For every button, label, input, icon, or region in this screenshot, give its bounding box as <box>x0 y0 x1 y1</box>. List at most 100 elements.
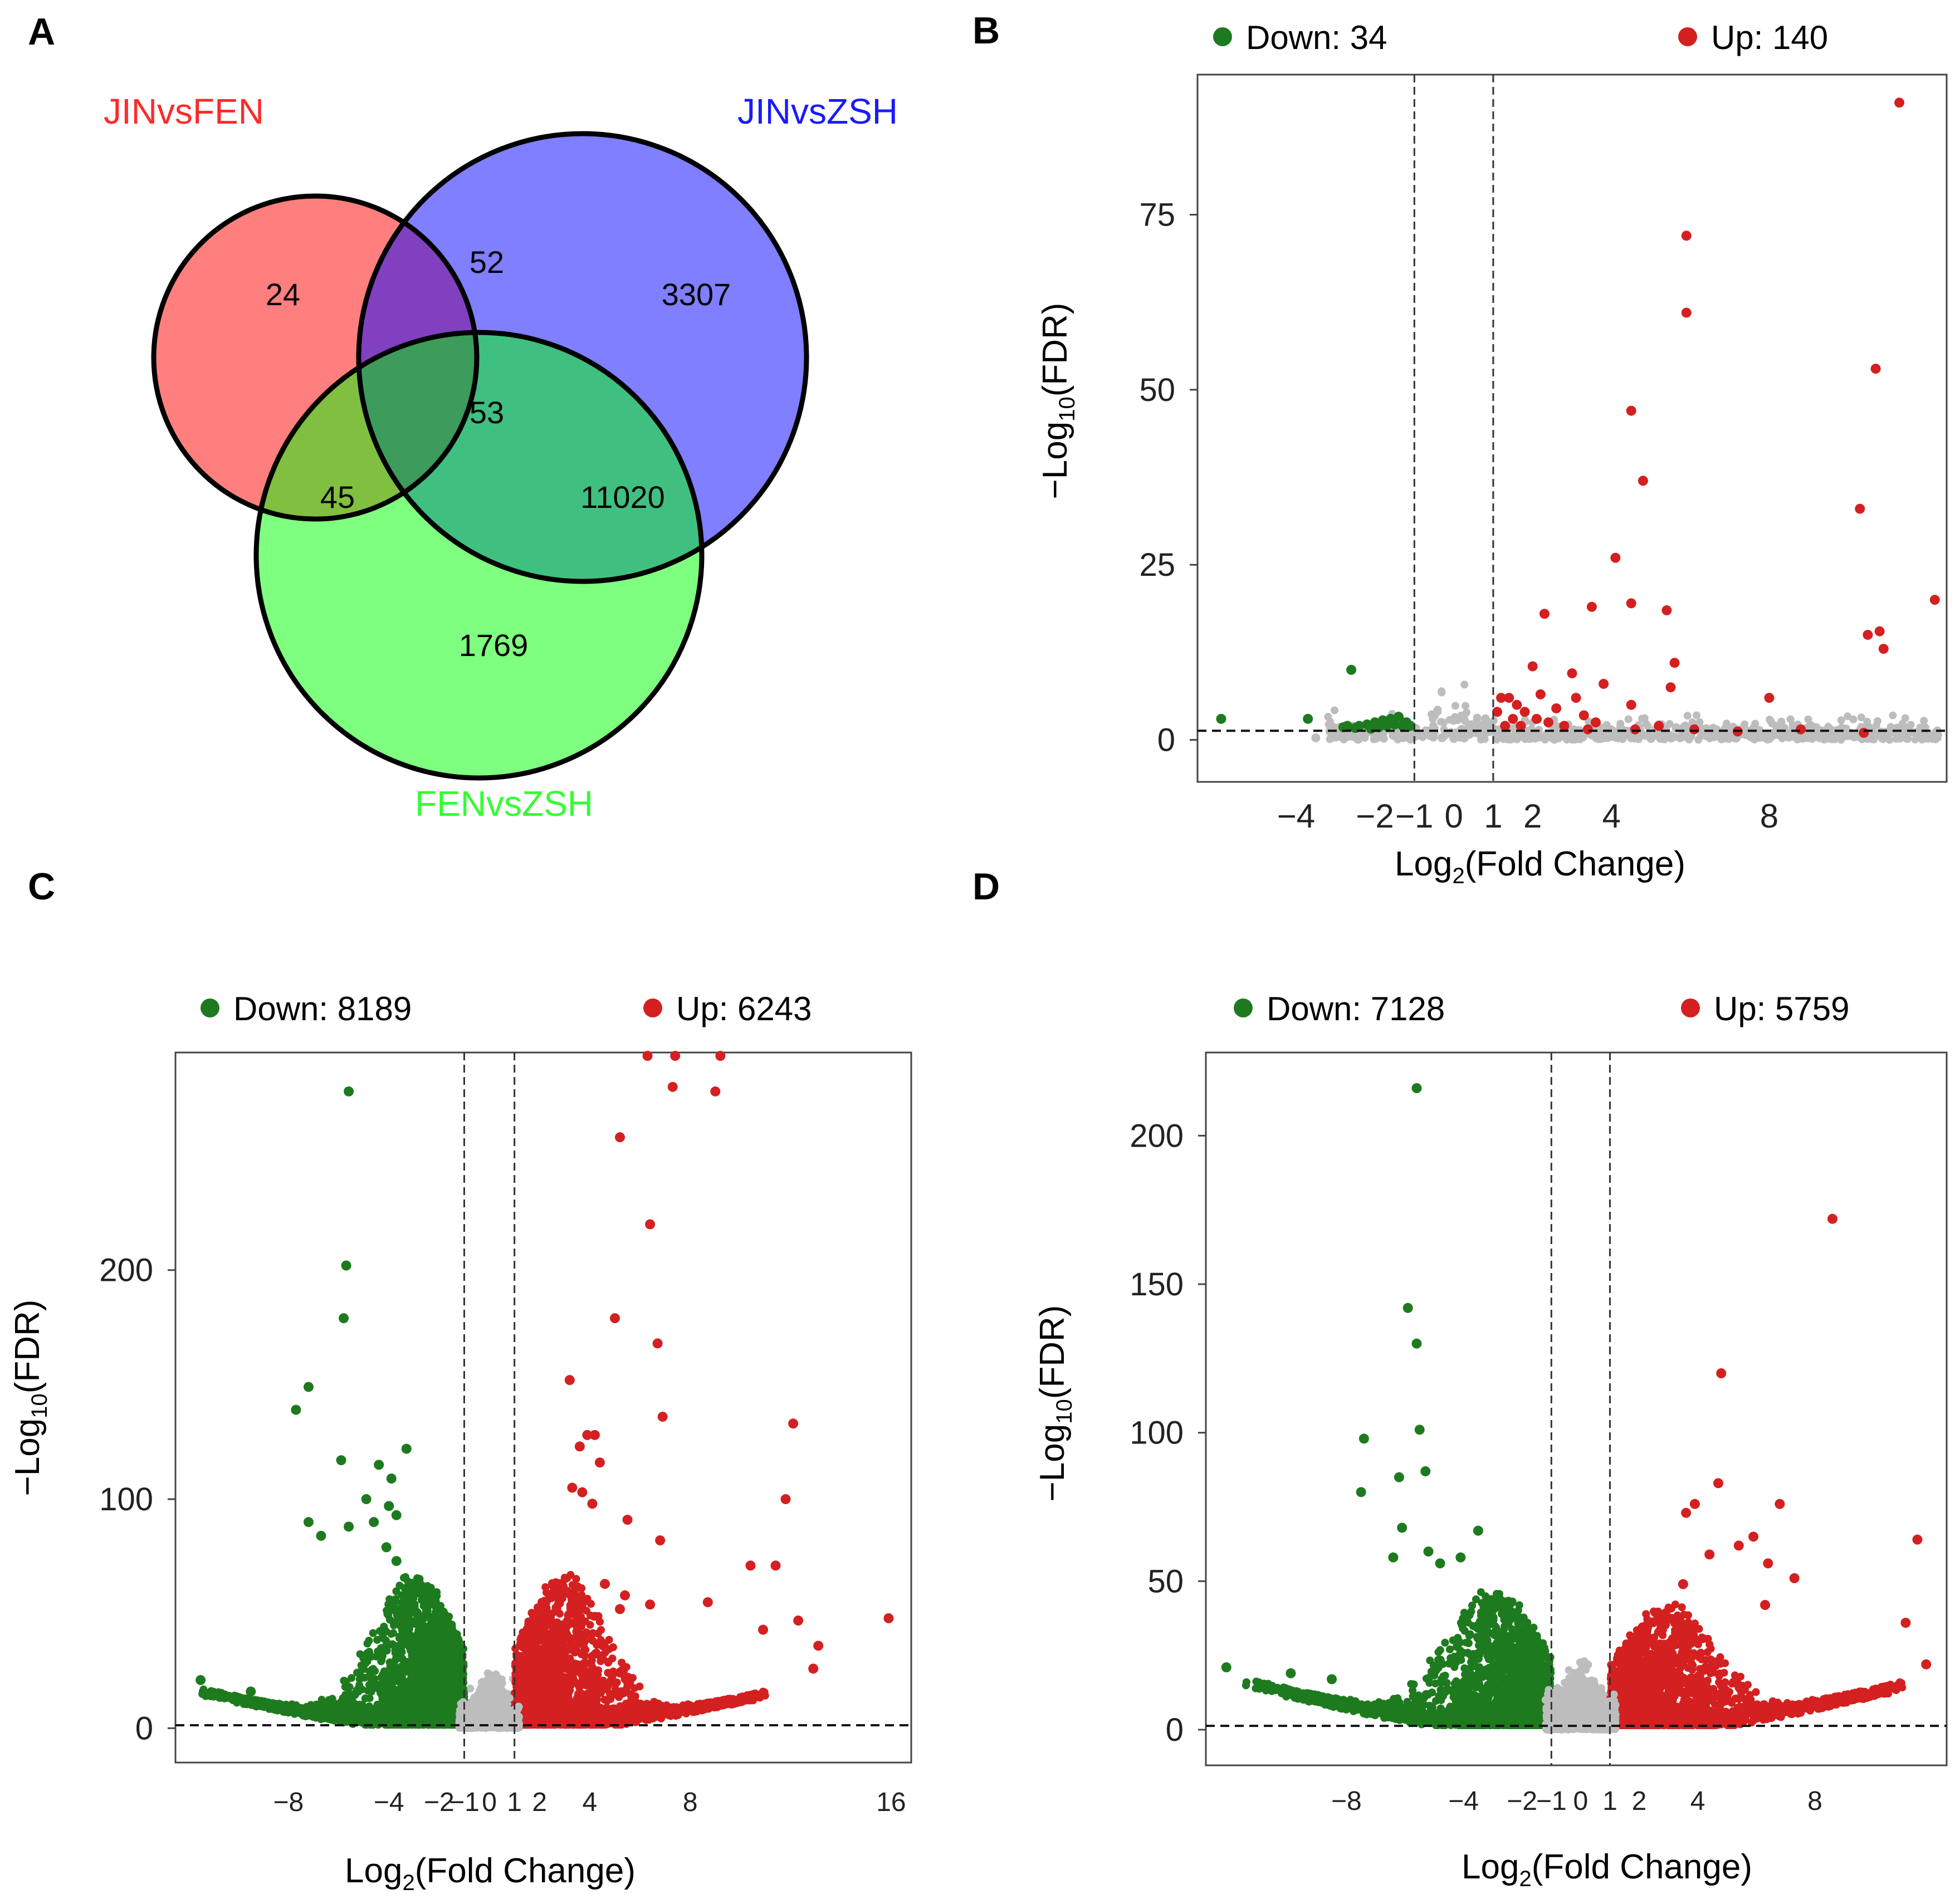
down-cloud-point <box>198 1690 207 1698</box>
up-point <box>1519 707 1530 717</box>
venn-count-jinvsfen-only: 24 <box>266 277 300 312</box>
ns-point <box>1425 731 1435 741</box>
up-point <box>1630 724 1640 735</box>
up-point <box>1859 727 1869 738</box>
venn-set-label-jinvszsh: JINvsZSH <box>737 91 898 131</box>
up-point <box>1539 609 1550 619</box>
down-cloud-point <box>434 1657 443 1666</box>
ns-point <box>1804 715 1812 723</box>
ns-point <box>1462 708 1470 717</box>
ns-point <box>1324 720 1333 728</box>
ns-point <box>1824 733 1833 742</box>
up-point <box>1590 717 1601 728</box>
ns-point <box>1693 711 1701 719</box>
ns-point <box>1311 733 1321 742</box>
up-point <box>1929 595 1940 605</box>
down-cloud-point <box>322 1700 330 1708</box>
up-point <box>1586 601 1597 612</box>
down-cloud-point <box>363 1639 372 1648</box>
ns-point <box>1508 732 1518 742</box>
up-point <box>1512 699 1522 710</box>
ns-point <box>1863 717 1871 726</box>
venn-region-ac <box>256 332 477 519</box>
venn-count-jinvsfen-jinvszsh: 52 <box>470 244 504 280</box>
ns-point <box>1804 732 1814 741</box>
up-point <box>1626 405 1636 416</box>
down-point <box>1216 713 1226 724</box>
venn-count-jinvszsh-fenvszsh: 11020 <box>580 479 665 515</box>
up-point <box>1559 721 1570 731</box>
up-point <box>1681 307 1692 318</box>
ns-point <box>1772 722 1780 730</box>
ns-point <box>1331 732 1340 742</box>
ns-point <box>1903 734 1912 743</box>
ns-point <box>1370 732 1380 741</box>
ns-point <box>1460 681 1469 689</box>
ns-point <box>1644 722 1652 731</box>
ns-point <box>1911 735 1919 743</box>
up-point <box>1626 699 1636 710</box>
down-cloud-point <box>419 1714 428 1722</box>
down-cloud-point <box>407 1609 416 1617</box>
legend-up-label: Up: 6243 <box>676 990 812 1027</box>
ns-point <box>1892 735 1900 743</box>
ns-point <box>1695 718 1704 726</box>
down-cloud-point <box>381 1642 389 1651</box>
ns-point <box>1766 716 1774 724</box>
down-cloud-point <box>378 1652 387 1660</box>
ns-point <box>1567 733 1577 742</box>
ns-point <box>1666 731 1675 741</box>
ns-point <box>1922 732 1932 741</box>
ns-point <box>1705 732 1715 741</box>
up-point <box>1874 626 1885 637</box>
ns-point <box>1901 714 1909 722</box>
down-cloud-point <box>445 1612 453 1621</box>
venn-outline-jinvszsh <box>356 131 809 584</box>
ns-point <box>1480 714 1490 723</box>
up-point <box>1661 605 1672 615</box>
ns-point <box>1883 733 1892 742</box>
ns-point <box>1723 723 1731 731</box>
ns-point <box>1638 714 1646 723</box>
ns-point <box>1665 719 1674 728</box>
down-point <box>1405 721 1416 731</box>
venn-count-all-three: 53 <box>470 395 504 430</box>
venn-count-fenvszsh-only: 1769 <box>459 628 529 663</box>
ns-point <box>1465 730 1474 739</box>
y-tick-label: 50 <box>1139 372 1175 408</box>
ns-point <box>1685 732 1695 741</box>
venn-outline-jinvsfen <box>151 193 480 522</box>
down-cloud-point <box>383 1606 391 1614</box>
down-cloud-point <box>433 1588 441 1597</box>
ns-point <box>1886 723 1895 731</box>
legend-down-label: Down: 8189 <box>233 990 412 1027</box>
legend-down-marker <box>201 999 219 1017</box>
ns-point <box>1437 718 1445 726</box>
up-point <box>1578 710 1589 721</box>
down-cloud-point <box>400 1584 409 1592</box>
ns-point <box>1379 733 1387 741</box>
ns-point <box>1857 713 1865 722</box>
down-cloud-point <box>334 1703 343 1711</box>
up-point <box>1582 724 1593 735</box>
down-cloud-point <box>399 1574 408 1582</box>
ns-point <box>1340 735 1348 743</box>
down-cloud-point <box>324 1709 333 1717</box>
ns-point <box>1595 735 1603 743</box>
ns-point <box>1745 731 1754 741</box>
ns-point <box>1778 734 1786 742</box>
ns-point <box>1626 733 1636 742</box>
down-cloud-point <box>452 1644 460 1652</box>
points-layer <box>195 1051 894 1732</box>
ns-point <box>1784 732 1793 742</box>
up-point <box>1878 644 1889 654</box>
up-point <box>1535 689 1546 699</box>
ns-point <box>1844 712 1852 721</box>
up-point <box>1610 552 1621 563</box>
panel-a-label: A <box>28 11 55 53</box>
ns-point <box>1414 730 1423 739</box>
ns-point <box>1872 721 1880 730</box>
panel-b-label: B <box>972 9 1000 52</box>
